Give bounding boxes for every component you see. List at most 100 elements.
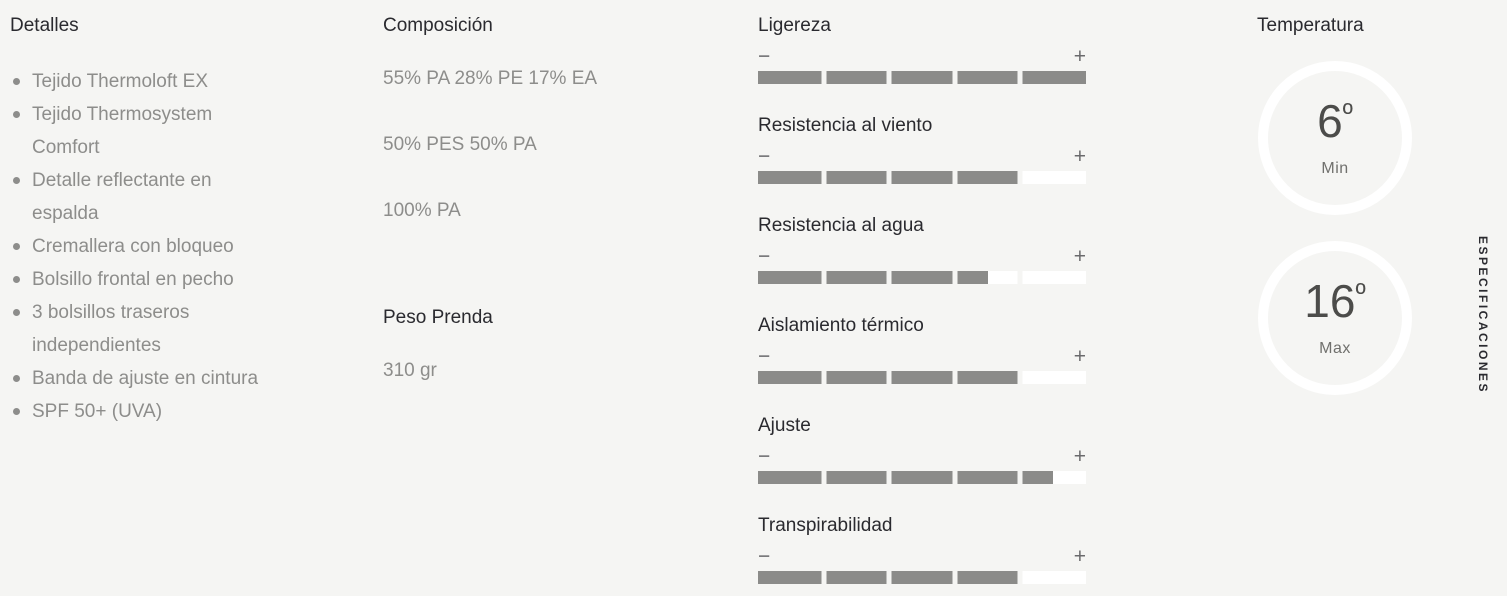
bar-segment-gap xyxy=(1017,71,1023,84)
temperature-max-label: Max xyxy=(1319,340,1351,357)
bar-segment-gap xyxy=(821,171,827,184)
rating-label: Aislamiento térmico xyxy=(758,315,924,336)
rating-row: Resistencia al agua − + xyxy=(758,215,1086,315)
bar-segment-gap xyxy=(886,371,892,384)
garment-weight-value: 310 gr xyxy=(383,360,437,381)
bar-segment-gap xyxy=(1017,271,1023,284)
rating-scale-controls: − + xyxy=(758,445,1086,468)
plus-icon: + xyxy=(1073,545,1086,568)
temperature-min-circle: 6º Min xyxy=(1258,61,1412,215)
minus-icon: − xyxy=(758,145,771,168)
list-item: Cremallera con bloqueo xyxy=(10,230,266,263)
rating-label: Resistencia al agua xyxy=(758,215,924,236)
ratings-list: Ligereza − + Resistencia al viento − + Resiste… xyxy=(758,15,1086,596)
temperature-max-value: 16º xyxy=(1304,278,1365,331)
composition-line: 55% PA 28% PE 17% EA xyxy=(383,68,598,89)
rating-scale-controls: − + xyxy=(758,345,1086,368)
bar-segment-gap xyxy=(886,271,892,284)
details-list: Tejido Thermoloft EX Tejido Thermosystem … xyxy=(10,65,266,428)
garment-weight-title: Peso Prenda xyxy=(383,307,493,328)
bullet-icon xyxy=(13,177,20,184)
bullet-icon xyxy=(13,111,20,118)
temperature-max-number: 16 xyxy=(1304,275,1356,327)
detail-text: Tejido Thermosystem Comfort xyxy=(32,104,213,158)
detail-text: Banda de ajuste en cintura xyxy=(32,368,259,389)
temperature-section: Temperatura xyxy=(1257,15,1364,37)
detail-text: Detalle reflectante en espalda xyxy=(32,170,212,224)
minus-icon: − xyxy=(758,245,771,268)
rating-row: Transpirabilidad − + xyxy=(758,515,1086,596)
plus-icon: + xyxy=(1073,345,1086,368)
composition-lines: 55% PA 28% PE 17% EA 50% PES 50% PA 100% P… xyxy=(383,68,683,222)
details-title: Detalles xyxy=(10,15,79,36)
bar-segment-gap xyxy=(1017,471,1023,484)
rating-bar xyxy=(758,71,1086,84)
bullet-icon xyxy=(13,309,20,316)
rating-bar-fill xyxy=(758,271,988,284)
bar-segment-gap xyxy=(886,71,892,84)
rating-scale-controls: − + xyxy=(758,145,1086,168)
rating-bar xyxy=(758,471,1086,484)
bar-segment-gap xyxy=(1017,371,1023,384)
bar-segment-gap xyxy=(886,171,892,184)
plus-icon: + xyxy=(1073,245,1086,268)
bar-segment-gap xyxy=(952,171,958,184)
list-item: SPF 50+ (UVA) xyxy=(10,395,266,428)
ratings-section: Ligereza − + Resistencia al viento − + Resiste… xyxy=(758,15,1086,596)
bullet-icon xyxy=(13,276,20,283)
rating-label: Ligereza xyxy=(758,15,831,36)
degree-symbol: º xyxy=(1355,278,1366,309)
rating-label: Resistencia al viento xyxy=(758,115,933,136)
rating-scale-controls: − + xyxy=(758,245,1086,268)
rating-label: Transpirabilidad xyxy=(758,515,893,536)
bar-segment-gap xyxy=(952,371,958,384)
rating-bar xyxy=(758,171,1086,184)
rating-bar xyxy=(758,371,1086,384)
rating-bar xyxy=(758,571,1086,584)
list-item: Banda de ajuste en cintura xyxy=(10,362,266,395)
temperature-max-circle: 16º Max xyxy=(1258,241,1412,395)
rating-bar-fill xyxy=(758,471,1054,484)
composition-line: 100% PA xyxy=(383,200,461,221)
composition-section: Composición 55% PA 28% PE 17% EA 50% PES … xyxy=(383,15,683,382)
bullet-icon xyxy=(13,78,20,85)
plus-icon: + xyxy=(1073,145,1086,168)
minus-icon: − xyxy=(758,445,771,468)
bar-segment-gap xyxy=(886,471,892,484)
rating-scale-controls: − + xyxy=(758,45,1086,68)
list-item: 3 bolsillos traseros independientes xyxy=(10,296,266,362)
detail-text: Cremallera con bloqueo xyxy=(32,236,234,257)
minus-icon: − xyxy=(758,45,771,68)
bar-segment-gap xyxy=(952,271,958,284)
minus-icon: − xyxy=(758,545,771,568)
detail-text: SPF 50+ (UVA) xyxy=(32,401,163,422)
detail-text: 3 bolsillos traseros independientes xyxy=(32,302,190,356)
bar-segment-gap xyxy=(821,571,827,584)
bar-segment-gap xyxy=(821,471,827,484)
bar-segment-gap xyxy=(886,571,892,584)
list-item: Tejido Thermosystem Comfort xyxy=(10,98,266,164)
composition-title: Composición xyxy=(383,15,493,36)
bullet-icon xyxy=(13,243,20,250)
rating-row: Resistencia al viento − + xyxy=(758,115,1086,215)
detail-text: Bolsillo frontal en pecho xyxy=(32,269,234,290)
rating-bar xyxy=(758,271,1086,284)
rating-scale-controls: − + xyxy=(758,545,1086,568)
bar-segment-gap xyxy=(952,471,958,484)
bar-segment-gap xyxy=(821,271,827,284)
temperature-min-label: Min xyxy=(1321,160,1349,177)
rating-bar-fill xyxy=(758,71,1086,84)
tab-especificaciones[interactable]: ESPECIFICACIONES xyxy=(1476,236,1490,395)
plus-icon: + xyxy=(1073,45,1086,68)
bar-segment-gap xyxy=(821,371,827,384)
bullet-icon xyxy=(13,375,20,382)
bar-segment-gap xyxy=(1017,171,1023,184)
degree-symbol: º xyxy=(1342,98,1353,129)
bar-segment-gap xyxy=(952,571,958,584)
minus-icon: − xyxy=(758,345,771,368)
bar-segment-gap xyxy=(1017,571,1023,584)
rating-row: Ligereza − + xyxy=(758,15,1086,115)
rating-row: Ajuste − + xyxy=(758,415,1086,515)
list-item: Bolsillo frontal en pecho xyxy=(10,263,266,296)
